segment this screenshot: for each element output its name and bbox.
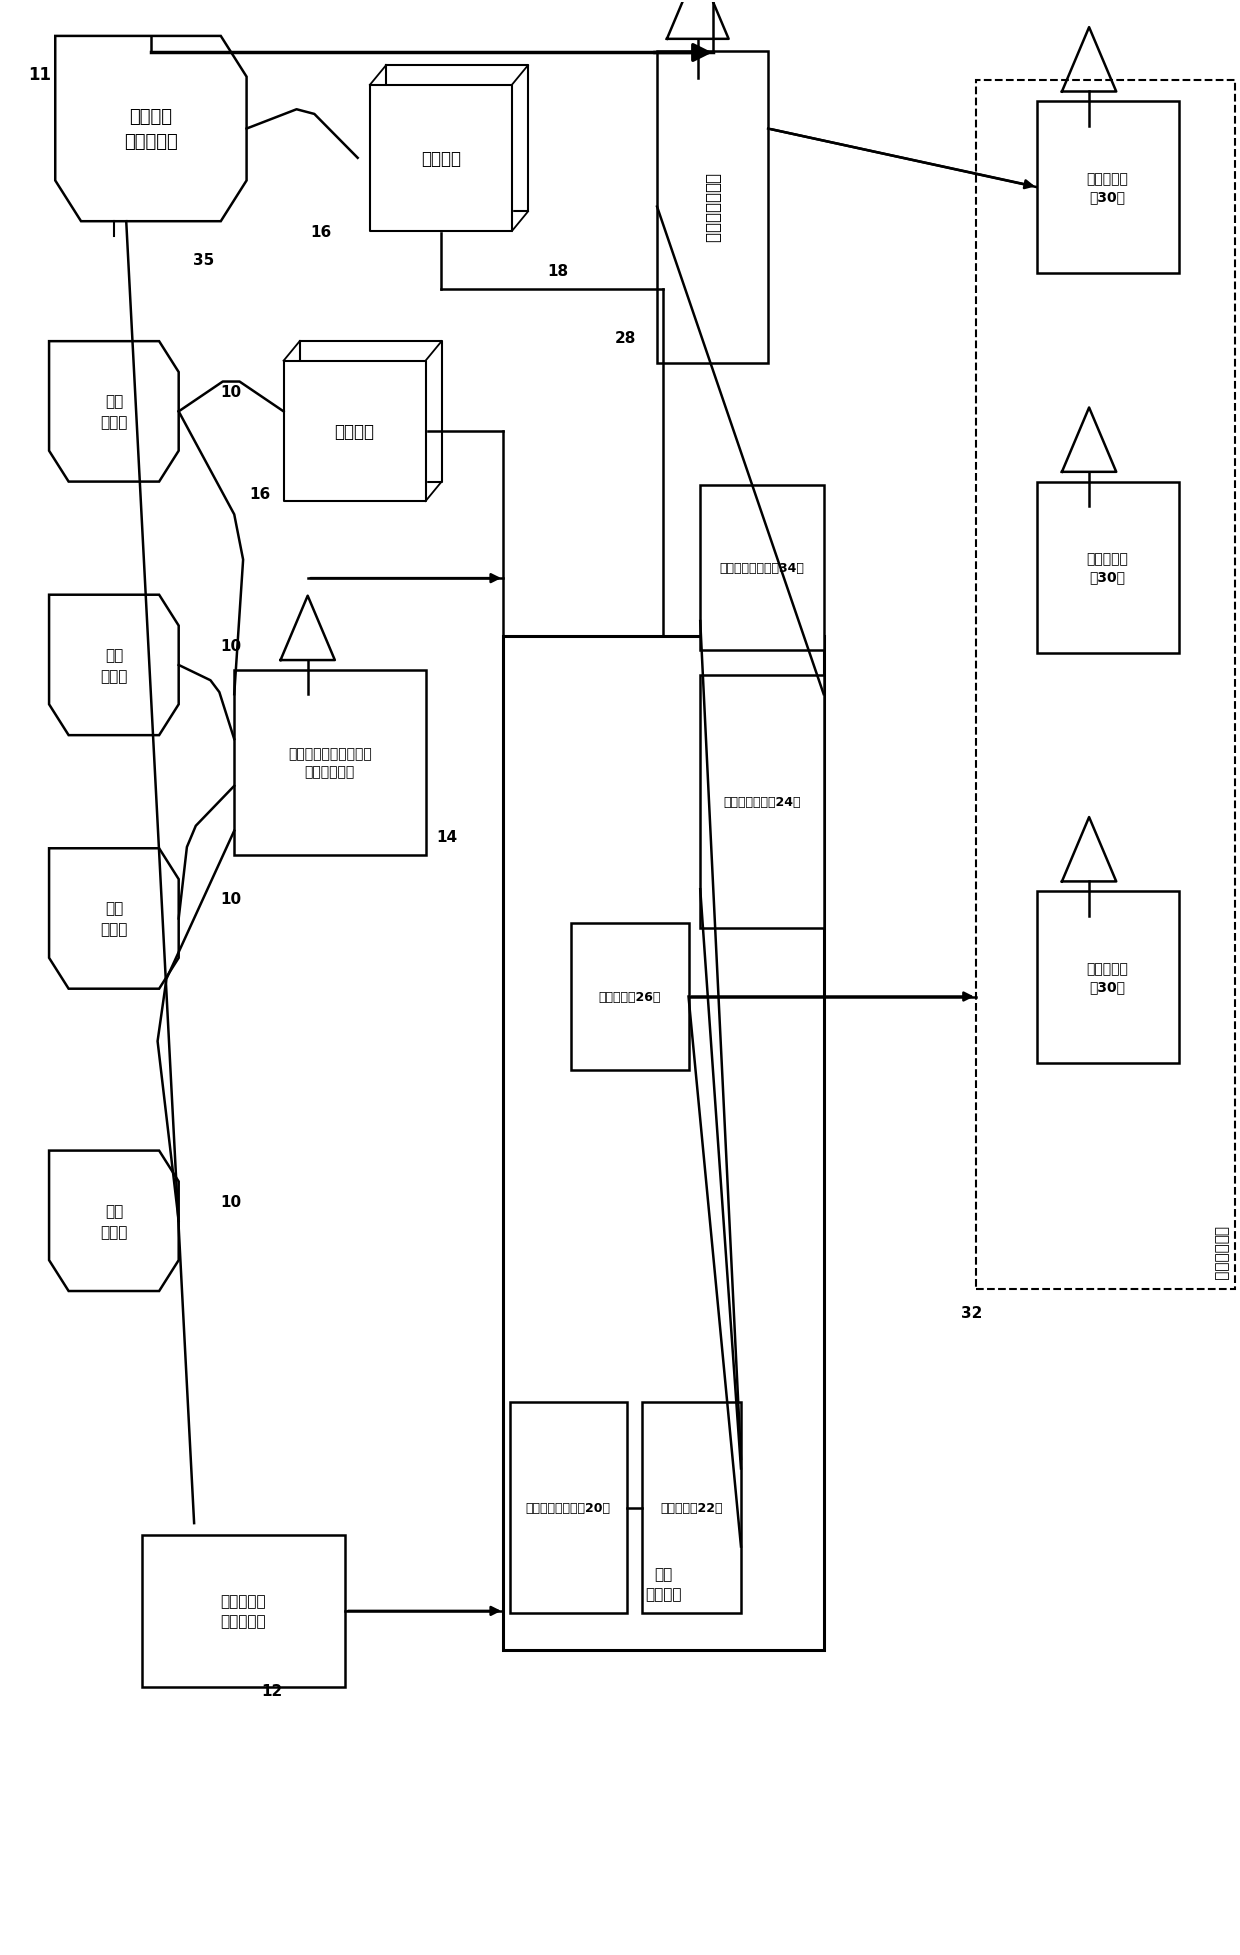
Text: 数据总线（22）: 数据总线（22） bbox=[661, 1501, 723, 1515]
Text: 参考接收器
（30）: 参考接收器 （30） bbox=[1086, 962, 1128, 993]
FancyBboxPatch shape bbox=[642, 1402, 742, 1613]
Text: 参考接收器
（30）: 参考接收器 （30） bbox=[1086, 172, 1128, 203]
Text: 数据端口（26）: 数据端口（26） bbox=[599, 991, 661, 1003]
Text: 卫星
发射器: 卫星 发射器 bbox=[100, 901, 128, 936]
Text: 卫星
发射器: 卫星 发射器 bbox=[100, 395, 128, 430]
Text: 16: 16 bbox=[311, 225, 332, 240]
Text: 校正数据: 校正数据 bbox=[335, 422, 374, 440]
FancyBboxPatch shape bbox=[701, 485, 823, 651]
Text: 14: 14 bbox=[436, 829, 458, 845]
FancyBboxPatch shape bbox=[510, 1402, 626, 1613]
FancyBboxPatch shape bbox=[976, 80, 1235, 1290]
FancyBboxPatch shape bbox=[1037, 891, 1178, 1064]
FancyBboxPatch shape bbox=[502, 635, 823, 1650]
Text: 数据存储装置（24）: 数据存储装置（24） bbox=[723, 796, 801, 809]
FancyBboxPatch shape bbox=[141, 1535, 345, 1687]
Text: 35: 35 bbox=[193, 252, 215, 268]
FancyBboxPatch shape bbox=[701, 674, 823, 929]
FancyBboxPatch shape bbox=[572, 925, 688, 1069]
Polygon shape bbox=[50, 596, 179, 735]
Text: 11: 11 bbox=[29, 66, 51, 84]
Polygon shape bbox=[50, 1151, 179, 1292]
Text: 10: 10 bbox=[221, 891, 242, 907]
Text: 卫星
发射器: 卫星 发射器 bbox=[100, 647, 128, 684]
Text: 12: 12 bbox=[262, 1683, 283, 1699]
Text: 16: 16 bbox=[249, 487, 270, 502]
Text: 10: 10 bbox=[221, 385, 242, 401]
Polygon shape bbox=[300, 342, 441, 483]
Text: 无线连接装置（例如，
卫星接收器）: 无线连接装置（例如， 卫星接收器） bbox=[288, 747, 372, 780]
Text: 数据
处理中心: 数据 处理中心 bbox=[645, 1566, 682, 1601]
Polygon shape bbox=[50, 848, 179, 989]
Text: 电子数据处理器（20）: 电子数据处理器（20） bbox=[526, 1501, 610, 1515]
FancyBboxPatch shape bbox=[657, 51, 768, 364]
Text: 校正数据: 校正数据 bbox=[422, 151, 461, 168]
Polygon shape bbox=[284, 362, 425, 502]
FancyBboxPatch shape bbox=[234, 671, 425, 856]
Text: 10: 10 bbox=[221, 639, 242, 653]
Text: 32: 32 bbox=[961, 1306, 982, 1320]
Text: 卫星
发射器: 卫星 发射器 bbox=[100, 1202, 128, 1239]
Text: 通信卫星
（中继器）: 通信卫星 （中继器） bbox=[124, 108, 177, 151]
Text: 移动接收器
（漫游站）: 移动接收器 （漫游站） bbox=[221, 1593, 267, 1629]
Text: 地面上行链路站: 地面上行链路站 bbox=[703, 172, 722, 242]
Polygon shape bbox=[370, 86, 512, 233]
Text: 18: 18 bbox=[548, 264, 569, 280]
Polygon shape bbox=[56, 37, 247, 223]
Text: 28: 28 bbox=[614, 330, 636, 346]
Text: 校正数据估算器（34）: 校正数据估算器（34） bbox=[719, 561, 805, 575]
FancyBboxPatch shape bbox=[1037, 102, 1178, 274]
Text: 参考接收器
（30）: 参考接收器 （30） bbox=[1086, 551, 1128, 585]
Text: 参考数据网络: 参考数据网络 bbox=[1214, 1226, 1229, 1281]
Text: 10: 10 bbox=[221, 1195, 242, 1210]
Polygon shape bbox=[50, 342, 179, 483]
FancyBboxPatch shape bbox=[1037, 483, 1178, 653]
Polygon shape bbox=[386, 66, 528, 213]
